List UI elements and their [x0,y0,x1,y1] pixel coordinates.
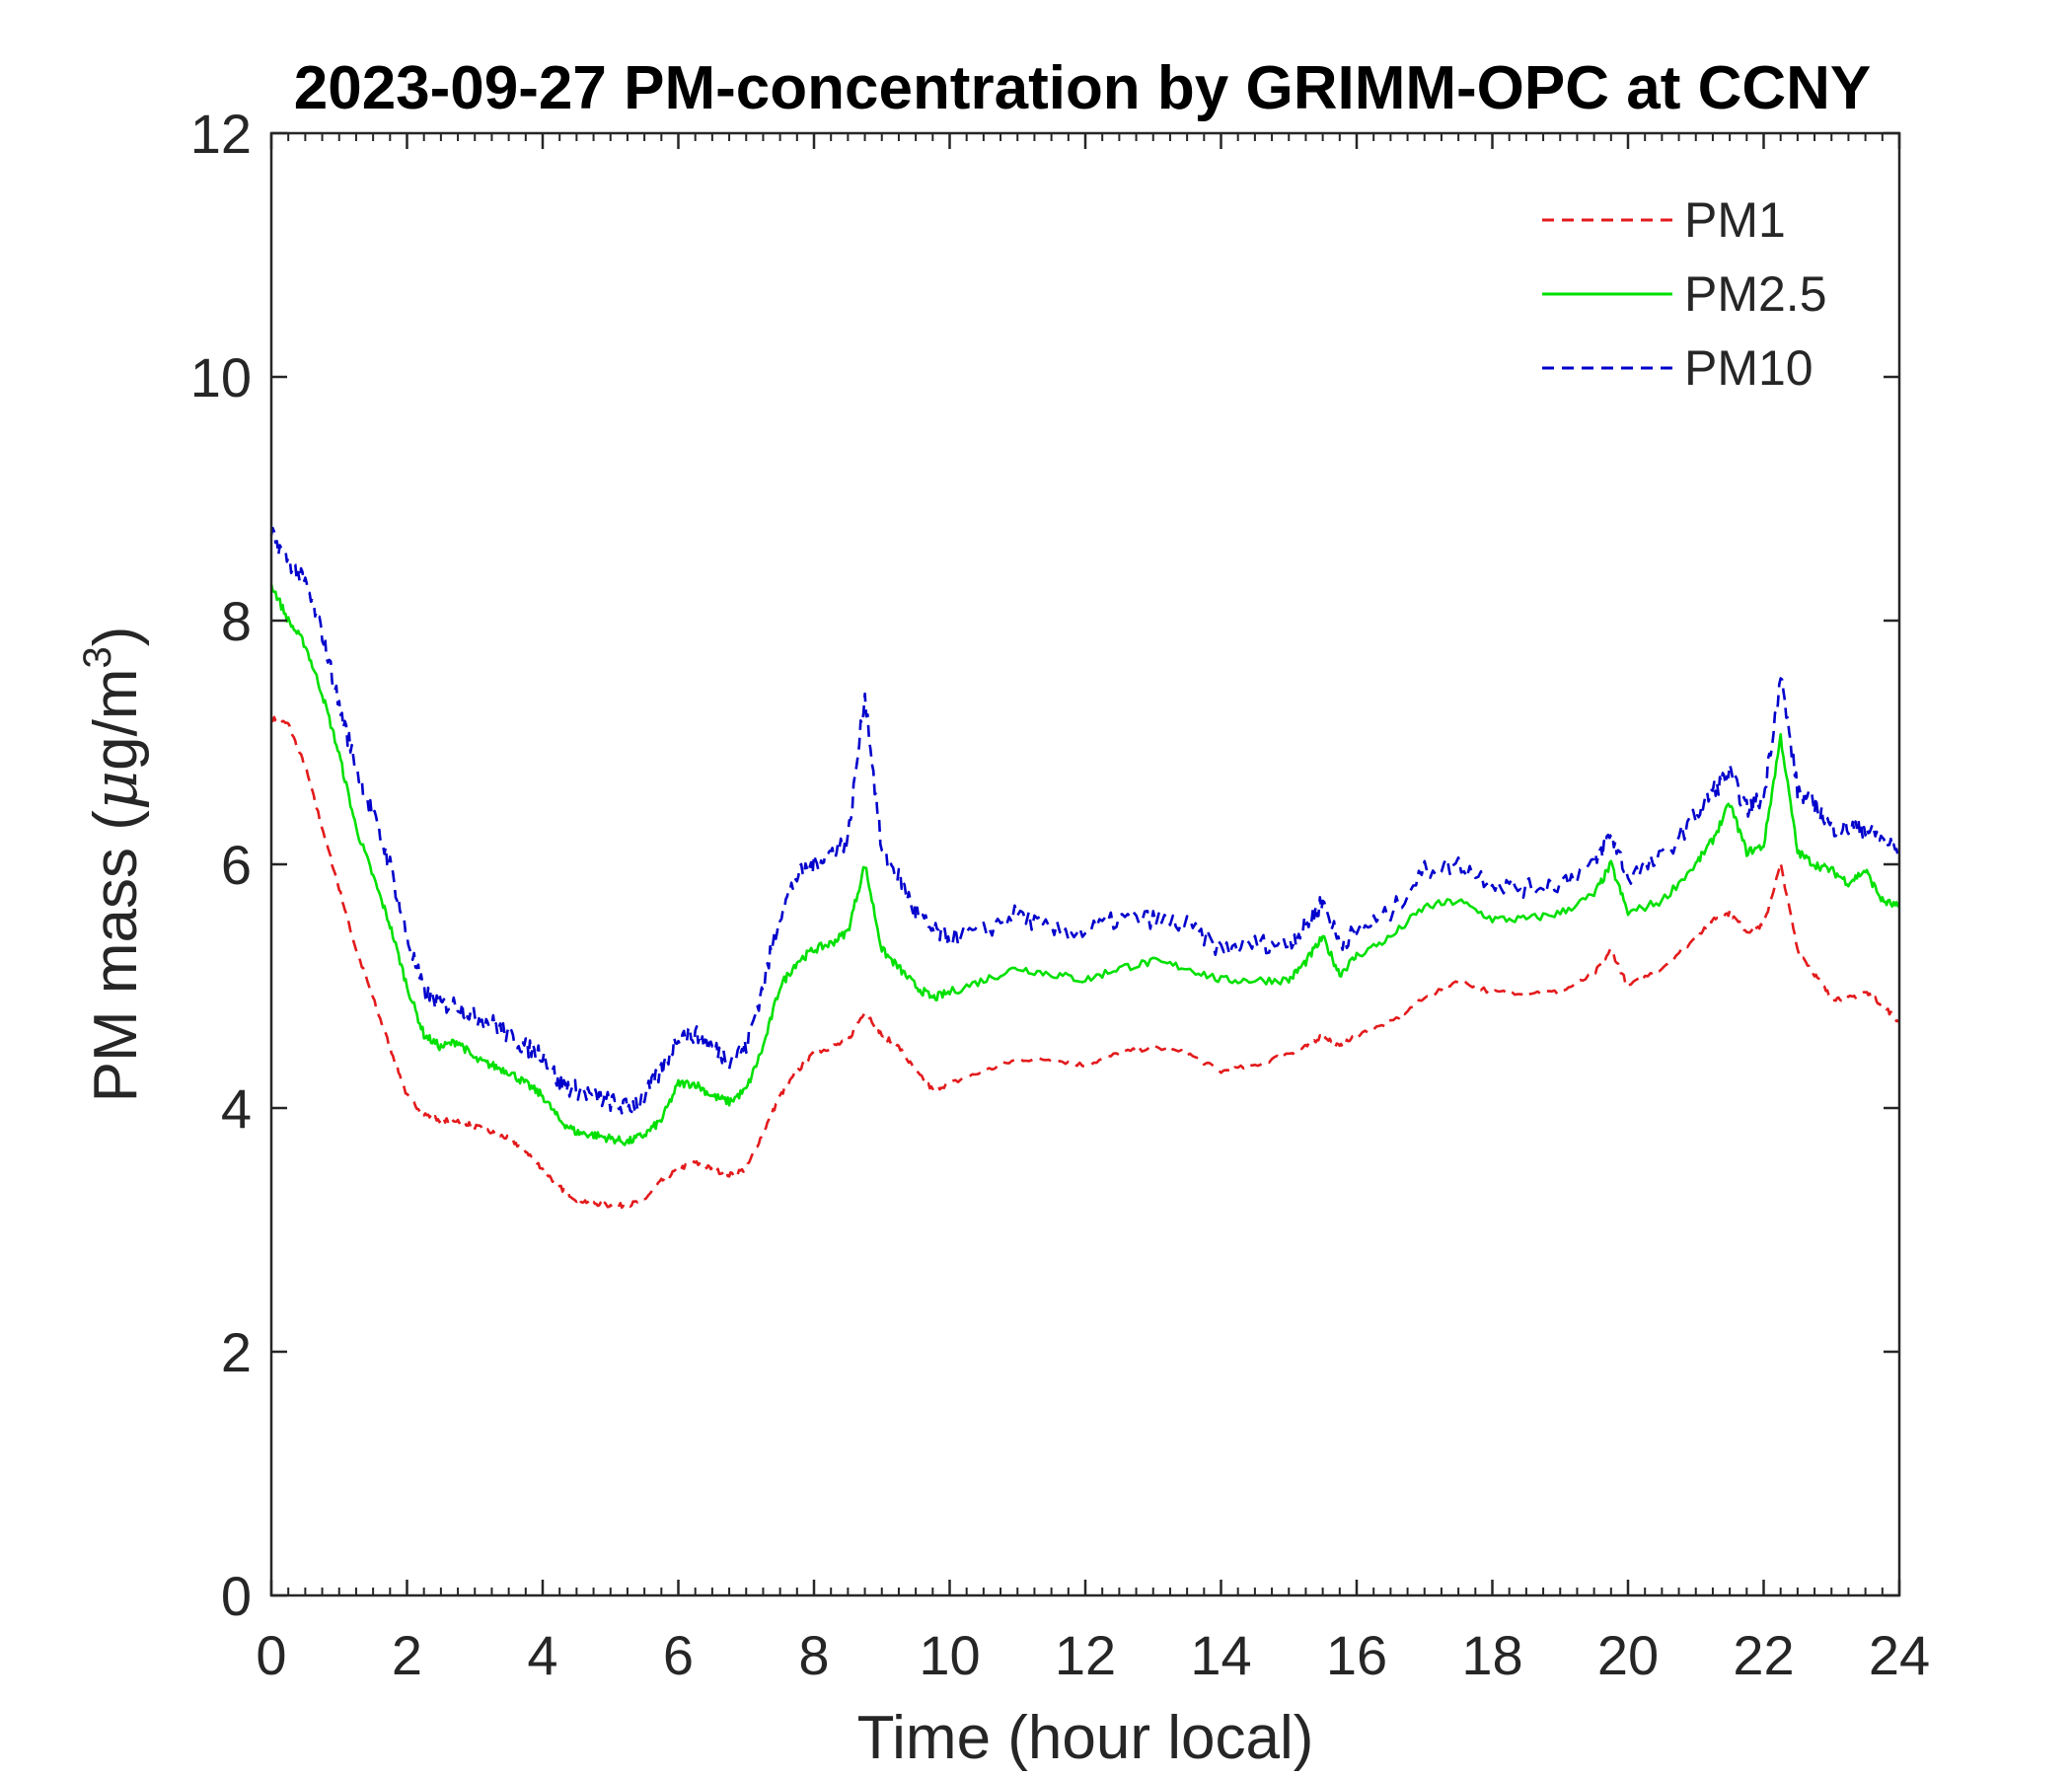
x-tick-label: 4 [527,1624,557,1686]
legend: PM1 PM2.5 PM10 [1542,192,1827,396]
y-axis-label-mu: μ [79,771,151,810]
y-tick-label: 2 [221,1321,252,1383]
series-line-pm2-5 [269,583,1900,1147]
legend-label-pm2-5: PM2.5 [1684,266,1827,322]
y-tick-label: 8 [221,590,252,652]
x-major-ticks: 0 2 4 6 8 10 12 14 16 18 20 22 24 [256,133,1930,1686]
x-tick-label: 2 [392,1624,422,1686]
x-minor-ticks [287,133,1884,1595]
x-tick-label: 20 [1597,1624,1659,1686]
series-layer [269,526,1901,1210]
x-tick-label: 0 [256,1624,286,1686]
y-major-ticks: 0 2 4 6 8 10 12 [190,103,1899,1627]
x-tick-label: 12 [1055,1624,1116,1686]
y-tick-label: 12 [190,103,252,165]
legend-label-pm10: PM10 [1684,340,1813,396]
y-axis-label-suffix: ) [82,627,150,647]
x-axis-label: Time (hour local) [857,1704,1314,1772]
y-axis-label-superscript: 3 [76,646,119,668]
x-tick-label: 10 [919,1624,980,1686]
x-tick-label: 16 [1326,1624,1387,1686]
y-axis-label: PM mass (μg/m3) [76,627,151,1103]
y-axis-label-unit: g/m [82,669,150,771]
y-tick-label: 4 [221,1077,252,1140]
y-tick-label: 0 [221,1565,252,1627]
x-tick-label: 18 [1461,1624,1522,1686]
series-line-pm1 [269,715,1901,1210]
y-tick-label: 10 [190,346,252,408]
x-tick-label: 8 [798,1624,829,1686]
legend-label-pm1: PM1 [1684,192,1786,248]
x-tick-label: 6 [663,1624,694,1686]
series-line-pm10 [269,526,1901,1115]
x-tick-label: 14 [1190,1624,1251,1686]
chart-title: 2023-09-27 PM-concentration by GRIMM-OPC… [294,54,1872,122]
x-tick-label: 24 [1869,1624,1930,1686]
x-tick-label: 22 [1733,1624,1794,1686]
y-tick-label: 6 [221,834,252,896]
y-axis-label-prefix: PM mass ( [82,810,150,1103]
